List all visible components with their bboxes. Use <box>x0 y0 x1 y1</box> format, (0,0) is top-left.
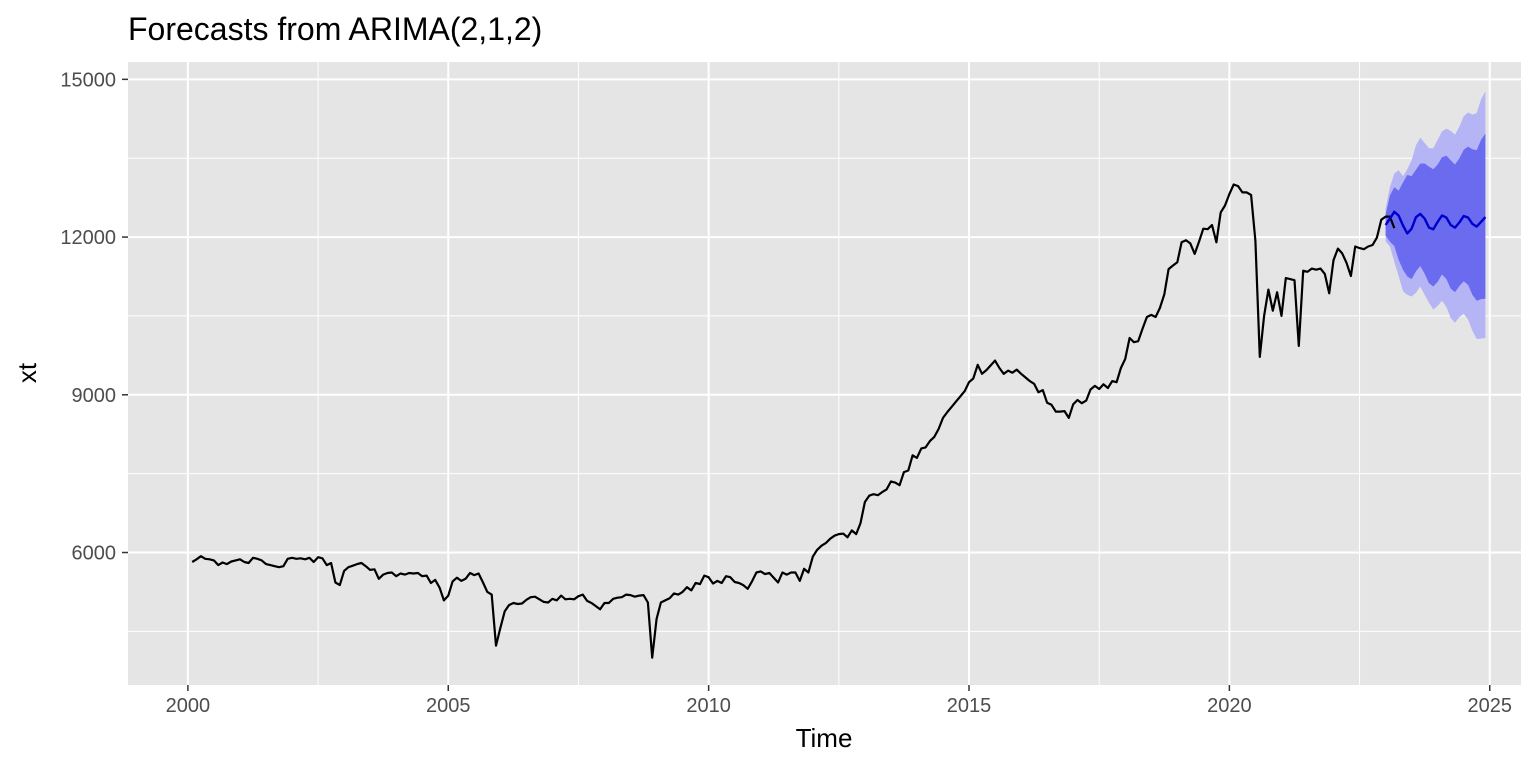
chart-title: Forecasts from ARIMA(2,1,2) <box>128 11 542 47</box>
x-tick-label: 2015 <box>947 695 992 717</box>
x-axis: 2000 2005 2010 2015 2020 2025 <box>166 685 1512 717</box>
prediction-intervals <box>1385 91 1486 340</box>
observed-series-line <box>191 183 1396 659</box>
x-tick-label: 2025 <box>1468 695 1513 717</box>
y-tick-label: 12000 <box>60 227 116 249</box>
plot-panel <box>128 62 1521 685</box>
y-axis-title: xt <box>12 362 42 383</box>
grid-major <box>128 62 1521 685</box>
forecast-mean-line <box>1384 210 1487 235</box>
series-lines <box>191 183 1487 659</box>
interval-80-band <box>1385 133 1486 301</box>
x-tick-label: 2000 <box>166 695 211 717</box>
x-tick-label: 2005 <box>426 695 471 717</box>
x-tick-label: 2020 <box>1207 695 1252 717</box>
x-axis-title: Time <box>796 723 853 753</box>
y-axis: 6000 9000 12000 15000 <box>60 69 128 565</box>
y-tick-label: 9000 <box>72 385 117 407</box>
y-tick-label: 15000 <box>60 69 116 91</box>
y-tick-label: 6000 <box>72 543 117 565</box>
grid-minor <box>128 62 1521 685</box>
x-tick-label: 2010 <box>686 695 731 717</box>
